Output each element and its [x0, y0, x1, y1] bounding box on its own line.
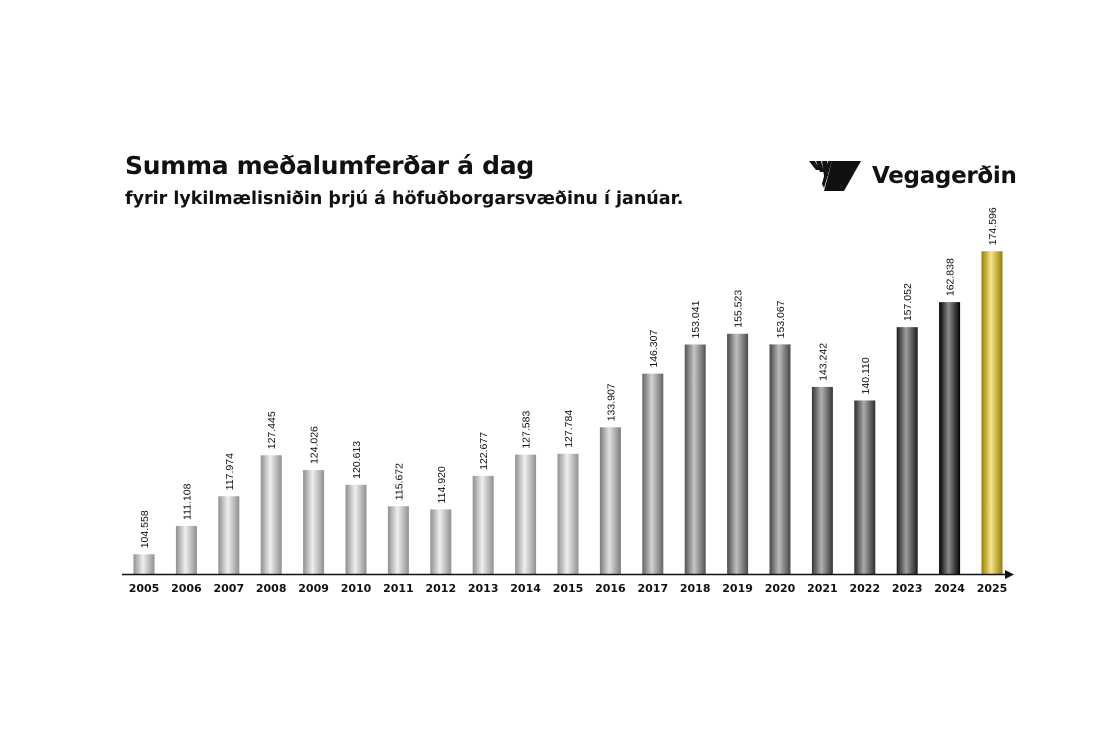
- x-tick-label-2025: 2025: [977, 582, 1008, 595]
- bar-2024: [939, 302, 961, 574]
- vegagerdin-logo-icon: [809, 161, 861, 191]
- x-tick-label-2015: 2015: [553, 582, 584, 595]
- x-tick-label-2020: 2020: [765, 582, 796, 595]
- x-tick-label-2010: 2010: [341, 582, 372, 595]
- vegagerdin-logo: Vegagerðin: [808, 158, 1017, 194]
- bar-2009: [303, 470, 325, 574]
- x-tick-label-2016: 2016: [595, 582, 626, 595]
- x-tick-label-2022: 2022: [849, 582, 880, 595]
- x-tick-label-2008: 2008: [256, 582, 287, 595]
- x-tick-label-2017: 2017: [637, 582, 668, 595]
- value-label-2005: 104.558: [139, 510, 151, 548]
- bar-2005: [133, 554, 155, 574]
- value-label-2016: 133.907: [605, 383, 617, 421]
- bar-2022: [854, 400, 876, 574]
- x-tick-label-2019: 2019: [722, 582, 753, 595]
- value-label-2017: 146.307: [648, 330, 660, 368]
- value-label-2019: 155.523: [733, 290, 745, 328]
- value-label-2010: 120.613: [351, 441, 363, 479]
- bar-2025: [981, 251, 1003, 574]
- bar-2008: [260, 455, 282, 574]
- value-label-2021: 143.242: [817, 343, 829, 381]
- value-label-2022: 140.110: [860, 357, 872, 394]
- chart-title: Summa meðalumferðar á dag: [125, 151, 534, 180]
- value-label-2024: 162.838: [945, 258, 957, 296]
- bar-2019: [727, 333, 749, 574]
- x-tick-label-2011: 2011: [383, 582, 414, 595]
- value-label-2011: 115.672: [393, 463, 405, 500]
- bar-2013: [472, 475, 494, 574]
- value-label-2012: 114.920: [436, 466, 448, 503]
- bar-2012: [430, 509, 452, 574]
- value-label-2007: 117.974: [224, 453, 236, 490]
- value-label-2015: 127.784: [563, 410, 575, 448]
- bar-2016: [599, 427, 621, 574]
- value-label-2013: 122.677: [478, 432, 490, 470]
- value-label-2023: 157.052: [902, 283, 914, 321]
- bar-2020: [769, 344, 791, 574]
- x-tick-label-2021: 2021: [807, 582, 838, 595]
- chart-subtitle: fyrir lykilmælisniðin þrjú á höfuðborgar…: [125, 189, 684, 209]
- x-tick-label-2012: 2012: [425, 582, 456, 595]
- bar-2015: [557, 453, 579, 574]
- bar-2006: [175, 525, 197, 574]
- value-label-2020: 153.067: [775, 300, 787, 338]
- x-tick-label-2005: 2005: [129, 582, 160, 595]
- x-tick-label-2014: 2014: [510, 582, 541, 595]
- value-label-2025: 174.596: [987, 207, 999, 245]
- bar-2010: [345, 484, 367, 574]
- bar-2021: [811, 386, 833, 574]
- x-tick-label-2018: 2018: [680, 582, 711, 595]
- x-tick-label-2006: 2006: [171, 582, 202, 595]
- x-tick-label-2013: 2013: [468, 582, 499, 595]
- bar-2007: [218, 496, 240, 574]
- x-tick-label-2024: 2024: [934, 582, 965, 595]
- bar-2023: [896, 327, 918, 574]
- value-label-2009: 124.026: [309, 426, 321, 464]
- value-label-2014: 127.583: [521, 411, 533, 449]
- value-label-2006: 111.108: [181, 483, 193, 520]
- bar-2011: [387, 506, 409, 574]
- x-tick-label-2009: 2009: [298, 582, 329, 595]
- x-axis-arrow-icon: [1005, 570, 1014, 579]
- brand-name: Vegagerðin: [872, 163, 1017, 189]
- x-tick-label-2023: 2023: [892, 582, 923, 595]
- bar-2018: [684, 344, 706, 574]
- bar-2017: [642, 373, 664, 574]
- bar-2014: [515, 454, 537, 574]
- value-label-2018: 153.041: [690, 300, 702, 338]
- x-tick-label-2007: 2007: [213, 582, 244, 595]
- value-label-2008: 127.445: [266, 411, 278, 449]
